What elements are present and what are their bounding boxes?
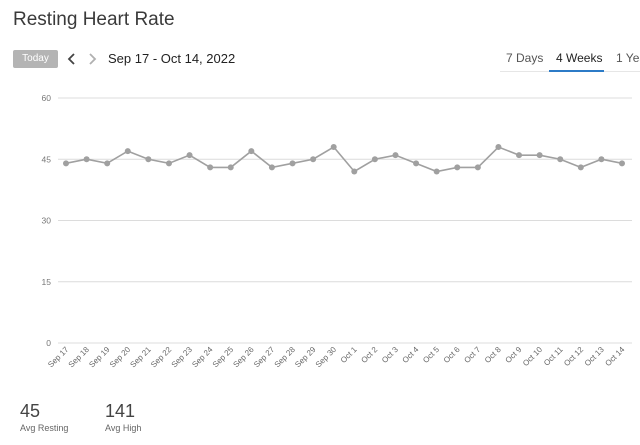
x-tick-label: Oct 7 (462, 345, 482, 365)
x-tick-label: Sep 19 (87, 345, 112, 370)
data-point (124, 148, 131, 155)
tab-7-days[interactable]: 7 Days (506, 51, 544, 65)
x-tick-label: Sep 26 (231, 345, 256, 370)
active-tab-indicator (549, 70, 604, 72)
x-tick-label: Sep 27 (252, 345, 277, 370)
x-tick-label: Sep 23 (170, 345, 195, 370)
tab-1-year[interactable]: 1 Yea (616, 51, 640, 65)
avg-high-label: Avg High (105, 423, 142, 433)
x-tick-label: Sep 28 (273, 345, 298, 370)
y-tick-label: 45 (42, 154, 52, 164)
x-tick-label: Oct 5 (421, 345, 441, 365)
x-tick-label: Sep 24 (190, 345, 215, 370)
x-tick-label: Oct 4 (401, 345, 421, 365)
x-tick-label: Oct 13 (583, 345, 606, 368)
data-point (165, 160, 172, 167)
series-line (65, 145, 623, 173)
x-tick-label: Oct 3 (380, 345, 400, 365)
data-point (248, 148, 255, 155)
chevron-right-icon[interactable] (84, 50, 100, 68)
data-point (227, 164, 234, 171)
data-point (598, 156, 605, 163)
data-point (83, 156, 90, 163)
data-point (186, 152, 193, 159)
today-button[interactable]: Today (13, 50, 58, 68)
x-tick-label: Sep 22 (149, 345, 174, 370)
data-point (289, 160, 296, 167)
data-point (63, 160, 69, 167)
x-tick-label: Oct 12 (562, 345, 585, 368)
data-point (310, 156, 317, 163)
x-tick-label: Oct 6 (442, 345, 462, 365)
x-tick-label: Oct 10 (521, 345, 544, 368)
data-point (495, 144, 502, 150)
x-tick-label: Sep 17 (46, 345, 71, 370)
data-point (557, 156, 564, 163)
x-tick-label: Oct 8 (483, 345, 503, 365)
data-point (371, 156, 378, 163)
data-point (577, 164, 584, 171)
data-point (104, 160, 111, 167)
data-point (619, 160, 625, 167)
data-point (516, 152, 523, 159)
x-tick-label: Oct 11 (542, 345, 565, 368)
x-tick-label: Sep 21 (128, 345, 153, 370)
data-point (413, 160, 420, 167)
data-point (433, 168, 440, 175)
data-point (207, 164, 214, 171)
y-tick-label: 15 (42, 277, 52, 287)
data-point (351, 168, 358, 175)
data-point (454, 164, 461, 171)
y-tick-label: 0 (46, 338, 51, 348)
y-tick-label: 30 (42, 216, 52, 226)
x-tick-label: Oct 1 (339, 345, 359, 365)
data-point (474, 164, 481, 171)
tab-4-weeks[interactable]: 4 Weeks (556, 51, 603, 65)
data-point (330, 144, 337, 150)
data-point (536, 152, 543, 159)
avg-resting-label: Avg Resting (20, 423, 69, 433)
chevron-left-icon[interactable] (64, 50, 80, 68)
page-title: Resting Heart Rate (13, 9, 175, 30)
x-tick-label: Sep 29 (293, 345, 318, 370)
data-point (145, 156, 152, 163)
x-tick-label: Oct 14 (603, 345, 626, 368)
x-tick-label: Sep 30 (314, 345, 339, 370)
x-tick-label: Oct 2 (359, 345, 379, 365)
x-tick-label: Sep 20 (108, 345, 133, 370)
avg-high-value: 141 (105, 401, 136, 421)
data-point (392, 152, 399, 159)
avg-resting-value: 45 (20, 401, 41, 421)
date-range-label: Sep 17 - Oct 14, 2022 (108, 51, 236, 66)
data-point (268, 164, 275, 171)
x-tick-label: Sep 25 (211, 345, 236, 370)
y-tick-label: 60 (42, 93, 52, 103)
x-tick-label: Sep 18 (67, 345, 92, 370)
